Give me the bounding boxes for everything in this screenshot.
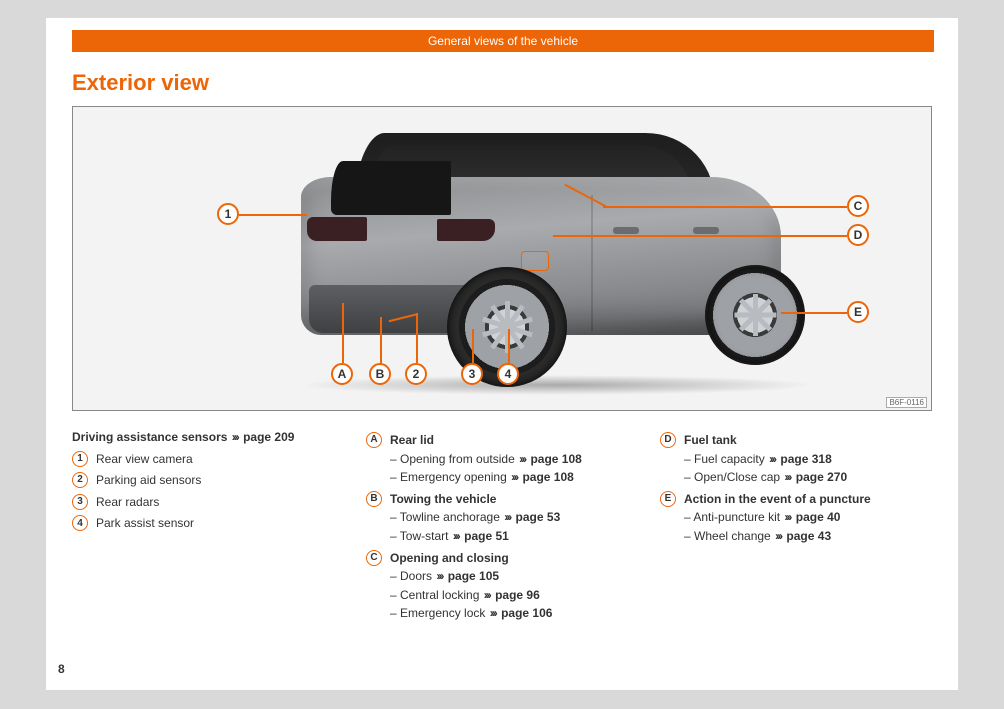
callout-C: C bbox=[847, 195, 869, 217]
callout-line bbox=[553, 235, 847, 237]
legend-subitem: Wheel change ››› page 43 bbox=[684, 527, 932, 546]
callout-line bbox=[472, 329, 474, 363]
marker-number: 4 bbox=[72, 515, 88, 531]
legend-group: D Fuel tank bbox=[660, 431, 932, 450]
callout-line bbox=[239, 214, 307, 216]
header-bar: General views of the vehicle bbox=[72, 30, 934, 52]
manual-page: General views of the vehicle Exterior vi… bbox=[46, 18, 958, 690]
exterior-figure: 1 A B 2 3 4 C D E B6F-0116 bbox=[72, 106, 932, 411]
legend-subitem: Central locking ››› page 96 bbox=[390, 586, 638, 605]
legend-text: Parking aid sensors bbox=[96, 471, 201, 490]
legend-col-2: A Rear lidOpening from outside ››› page 1… bbox=[366, 428, 638, 623]
legend-item: 1 Rear view camera bbox=[72, 450, 344, 469]
legend-item: 4 Park assist sensor bbox=[72, 514, 344, 533]
callout-3: 3 bbox=[461, 363, 483, 385]
callout-line bbox=[508, 329, 510, 363]
taillight-right bbox=[437, 219, 495, 241]
legend-subitem: Emergency lock ››› page 106 bbox=[390, 604, 638, 623]
marker-letter: A bbox=[366, 432, 382, 448]
legend-subitem: Anti-puncture kit ››› page 40 bbox=[684, 508, 932, 527]
fuel-cap bbox=[521, 251, 549, 271]
legend-subitem: Tow-start ››› page 51 bbox=[390, 527, 638, 546]
legend-text: Park assist sensor bbox=[96, 514, 194, 533]
callout-D: D bbox=[847, 224, 869, 246]
legend-subitem: Towline anchorage ››› page 53 bbox=[390, 508, 638, 527]
legend-columns: Driving assistance sensors ››› page 209 1… bbox=[72, 428, 932, 623]
car-illustration bbox=[273, 127, 833, 397]
legend-subitem: Fuel capacity ››› page 318 bbox=[684, 450, 932, 469]
callout-line bbox=[416, 313, 418, 363]
callout-line bbox=[380, 317, 382, 363]
page-number: 8 bbox=[58, 662, 65, 676]
marker-letter: B bbox=[366, 491, 382, 507]
callout-line bbox=[781, 312, 847, 314]
legend-subitem: Open/Close cap ››› page 270 bbox=[684, 468, 932, 487]
rear-window bbox=[331, 161, 451, 215]
marker-letter: E bbox=[660, 491, 676, 507]
legend-col-1: Driving assistance sensors ››› page 209 1… bbox=[72, 428, 344, 623]
legend-group-title: Rear lid bbox=[390, 431, 434, 450]
callout-B: B bbox=[369, 363, 391, 385]
legend-subitem: Opening from outside ››› page 108 bbox=[390, 450, 638, 469]
legend-group: B Towing the vehicle bbox=[366, 490, 638, 509]
legend-group: A Rear lid bbox=[366, 431, 638, 450]
marker-number: 1 bbox=[72, 451, 88, 467]
callout-1: 1 bbox=[217, 203, 239, 225]
section-title: Exterior view bbox=[72, 70, 209, 96]
legend-group-title: Towing the vehicle bbox=[390, 490, 496, 509]
header-title: General views of the vehicle bbox=[428, 34, 578, 48]
door-line bbox=[591, 195, 593, 331]
legend-item: 3 Rear radars bbox=[72, 493, 344, 512]
marker-letter: C bbox=[366, 550, 382, 566]
legend-item: 2 Parking aid sensors bbox=[72, 471, 344, 490]
callout-line bbox=[342, 303, 344, 363]
legend-text: Rear radars bbox=[96, 493, 159, 512]
door-handle bbox=[613, 227, 639, 234]
legend-group-title: Action in the event of a puncture bbox=[684, 490, 871, 509]
callout-2: 2 bbox=[405, 363, 427, 385]
callout-A: A bbox=[331, 363, 353, 385]
marker-letter: D bbox=[660, 432, 676, 448]
legend-group: E Action in the event of a puncture bbox=[660, 490, 932, 509]
taillight-left bbox=[307, 217, 367, 241]
callout-E: E bbox=[847, 301, 869, 323]
legend-subitem: Doors ››› page 105 bbox=[390, 567, 638, 586]
figure-code: B6F-0116 bbox=[886, 397, 927, 408]
legend-subitem: Emergency opening ››› page 108 bbox=[390, 468, 638, 487]
lead-line: Driving assistance sensors ››› page 209 bbox=[72, 428, 344, 447]
marker-number: 2 bbox=[72, 472, 88, 488]
callout-line bbox=[603, 206, 847, 208]
legend-group: C Opening and closing bbox=[366, 549, 638, 568]
legend-col-3: D Fuel tankFuel capacity ››› page 318Open… bbox=[660, 428, 932, 623]
front-wheel bbox=[705, 265, 805, 365]
callout-4: 4 bbox=[497, 363, 519, 385]
marker-number: 3 bbox=[72, 494, 88, 510]
door-handle bbox=[693, 227, 719, 234]
legend-text: Rear view camera bbox=[96, 450, 193, 469]
legend-group-title: Opening and closing bbox=[390, 549, 509, 568]
legend-group-title: Fuel tank bbox=[684, 431, 737, 450]
